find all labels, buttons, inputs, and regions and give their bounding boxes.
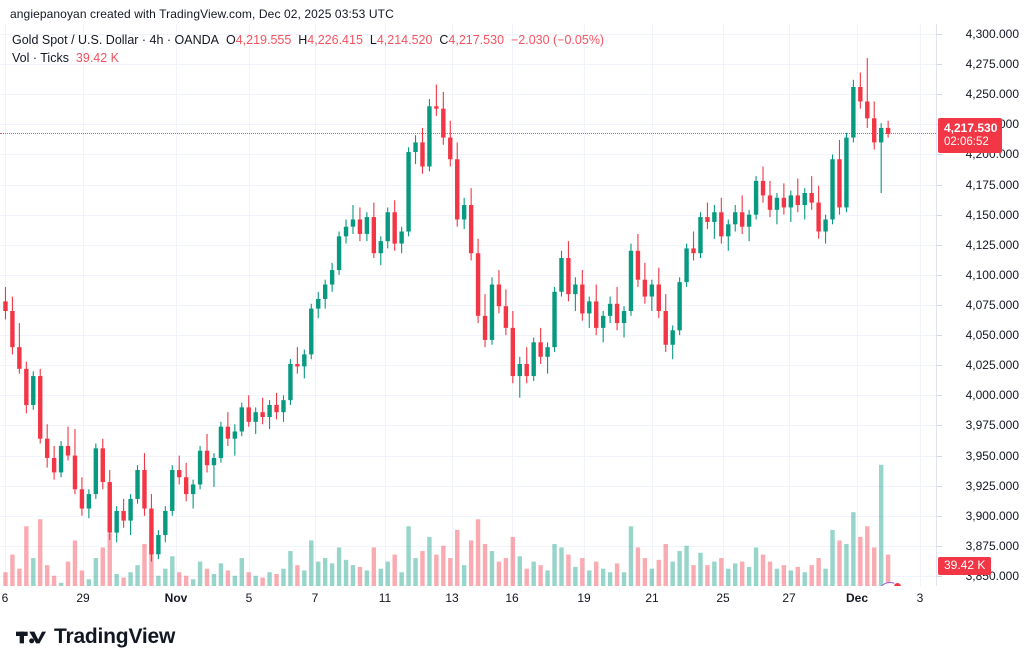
footer: TradingView <box>0 614 1024 665</box>
price-axis-tick <box>937 94 942 96</box>
price-axis-label: 3,875.000 <box>965 538 1019 553</box>
gridline-horizontal <box>0 335 936 337</box>
volume-tag-value: 39.42 K <box>944 557 986 572</box>
bar-countdown: 02:06:52 <box>944 136 989 149</box>
price-axis-label: 4,025.000 <box>965 358 1019 373</box>
price-axis-label: 4,250.000 <box>965 87 1019 102</box>
price-axis-label: 3,975.000 <box>965 418 1019 433</box>
gridline-vertical <box>83 24 84 586</box>
price-axis[interactable]: 4,300.0004,275.0004,250.0004,225.0004,20… <box>936 24 1024 586</box>
time-axis-label: 13 <box>445 591 459 605</box>
gridline-vertical <box>176 24 177 586</box>
price-axis-tick <box>937 305 942 306</box>
current-price-value: 4,217.530 <box>944 121 998 136</box>
time-axis-label: 11 <box>378 591 392 605</box>
time-axis-label: 6 <box>1 591 9 605</box>
price-axis-tick <box>937 154 942 156</box>
price-axis-label: 4,075.000 <box>965 298 1019 312</box>
gridline-vertical <box>512 24 513 586</box>
gridline-vertical <box>385 24 386 586</box>
time-axis-label: 21 <box>645 591 659 605</box>
price-axis-tick <box>937 576 942 577</box>
gridline-horizontal <box>0 305 936 306</box>
gridline-vertical <box>789 24 790 586</box>
gridline-horizontal <box>0 274 936 276</box>
time-axis-label: 25 <box>716 591 730 605</box>
price-axis-label: 4,275.000 <box>965 57 1019 72</box>
time-axis-label: 29 <box>76 591 90 605</box>
gridline-vertical <box>652 24 653 586</box>
gridline-horizontal <box>0 545 936 547</box>
gridline-vertical <box>452 24 453 586</box>
gridline-vertical <box>249 24 250 586</box>
gridline-horizontal <box>0 455 936 457</box>
chart-frame[interactable]: 4,300.0004,275.0004,250.0004,225.0004,20… <box>0 24 1024 606</box>
price-axis-tick <box>937 395 942 397</box>
gridline-horizontal <box>0 184 936 186</box>
plot-area[interactable] <box>0 24 936 586</box>
gridline-horizontal <box>0 244 936 246</box>
gridline-vertical <box>920 24 921 586</box>
tradingview-wordmark: TradingView <box>54 625 176 648</box>
gridline-horizontal <box>0 94 936 96</box>
gridline-vertical <box>857 24 858 586</box>
price-axis-label: 4,175.000 <box>965 177 1019 192</box>
gridline-horizontal <box>0 515 936 517</box>
price-axis-tick <box>937 545 942 547</box>
price-axis-tick <box>937 184 942 186</box>
gridline-horizontal <box>0 64 936 66</box>
time-axis-label: 3 <box>916 591 924 605</box>
price-axis-tick <box>937 214 942 216</box>
tradingview-logo[interactable]: TradingView <box>16 625 175 649</box>
price-axis-label: 4,100.000 <box>965 267 1019 282</box>
price-axis-label: 3,950.000 <box>965 448 1019 463</box>
gridline-horizontal <box>0 154 936 156</box>
attribution-text: angiepanoyan created with TradingView.co… <box>10 7 394 21</box>
volume-series <box>3 464 891 586</box>
gridline-horizontal <box>0 124 936 126</box>
gridline-horizontal <box>0 214 936 216</box>
current-price-tag[interactable]: 4,217.530 02:06:52 <box>938 118 1003 154</box>
gridline-horizontal <box>0 576 936 577</box>
tradingview-mark-icon <box>16 631 46 643</box>
price-axis-label: 4,300.000 <box>965 27 1019 41</box>
gridline-vertical <box>723 24 724 586</box>
time-axis-label: 19 <box>577 591 591 605</box>
time-axis-label: 7 <box>311 591 319 605</box>
price-axis-label: 3,925.000 <box>965 478 1019 493</box>
gridline-vertical <box>315 24 316 586</box>
price-axis-tick <box>937 244 942 246</box>
price-axis-tick <box>937 274 942 276</box>
price-axis-label: 4,150.000 <box>965 207 1019 222</box>
gridline-horizontal <box>0 365 936 367</box>
volume-value-tag[interactable]: 39.42 K <box>938 556 992 575</box>
time-axis-label: Dec <box>845 591 869 605</box>
gridline-horizontal <box>0 485 936 487</box>
time-axis-label: Nov <box>164 591 188 605</box>
candlestick-series <box>3 58 891 562</box>
price-axis-tick <box>937 485 942 487</box>
price-axis-tick <box>937 34 942 35</box>
price-axis-label: 4,050.000 <box>965 328 1019 343</box>
gridline-horizontal <box>0 395 936 397</box>
price-axis-tick <box>937 335 942 337</box>
gridline-horizontal <box>0 34 936 35</box>
price-axis-tick <box>937 425 942 427</box>
gridline-horizontal <box>0 425 936 427</box>
time-axis-label: 27 <box>782 591 796 605</box>
price-axis-tick <box>937 455 942 457</box>
price-axis-tick <box>937 365 942 367</box>
current-price-line <box>0 133 936 135</box>
price-axis-tick <box>937 515 942 517</box>
time-axis-label: 5 <box>245 591 253 605</box>
price-axis-label: 3,900.000 <box>965 508 1019 523</box>
price-axis-tick <box>937 64 942 66</box>
time-axis[interactable]: 6 29 Nov 5 7 11 13 16 19 21 25 27 Dec 3 <box>0 586 1024 615</box>
price-axis-label: 4,000.000 <box>965 388 1019 403</box>
price-axis-label: 4,125.000 <box>965 237 1019 252</box>
time-axis-label: 16 <box>505 591 519 605</box>
